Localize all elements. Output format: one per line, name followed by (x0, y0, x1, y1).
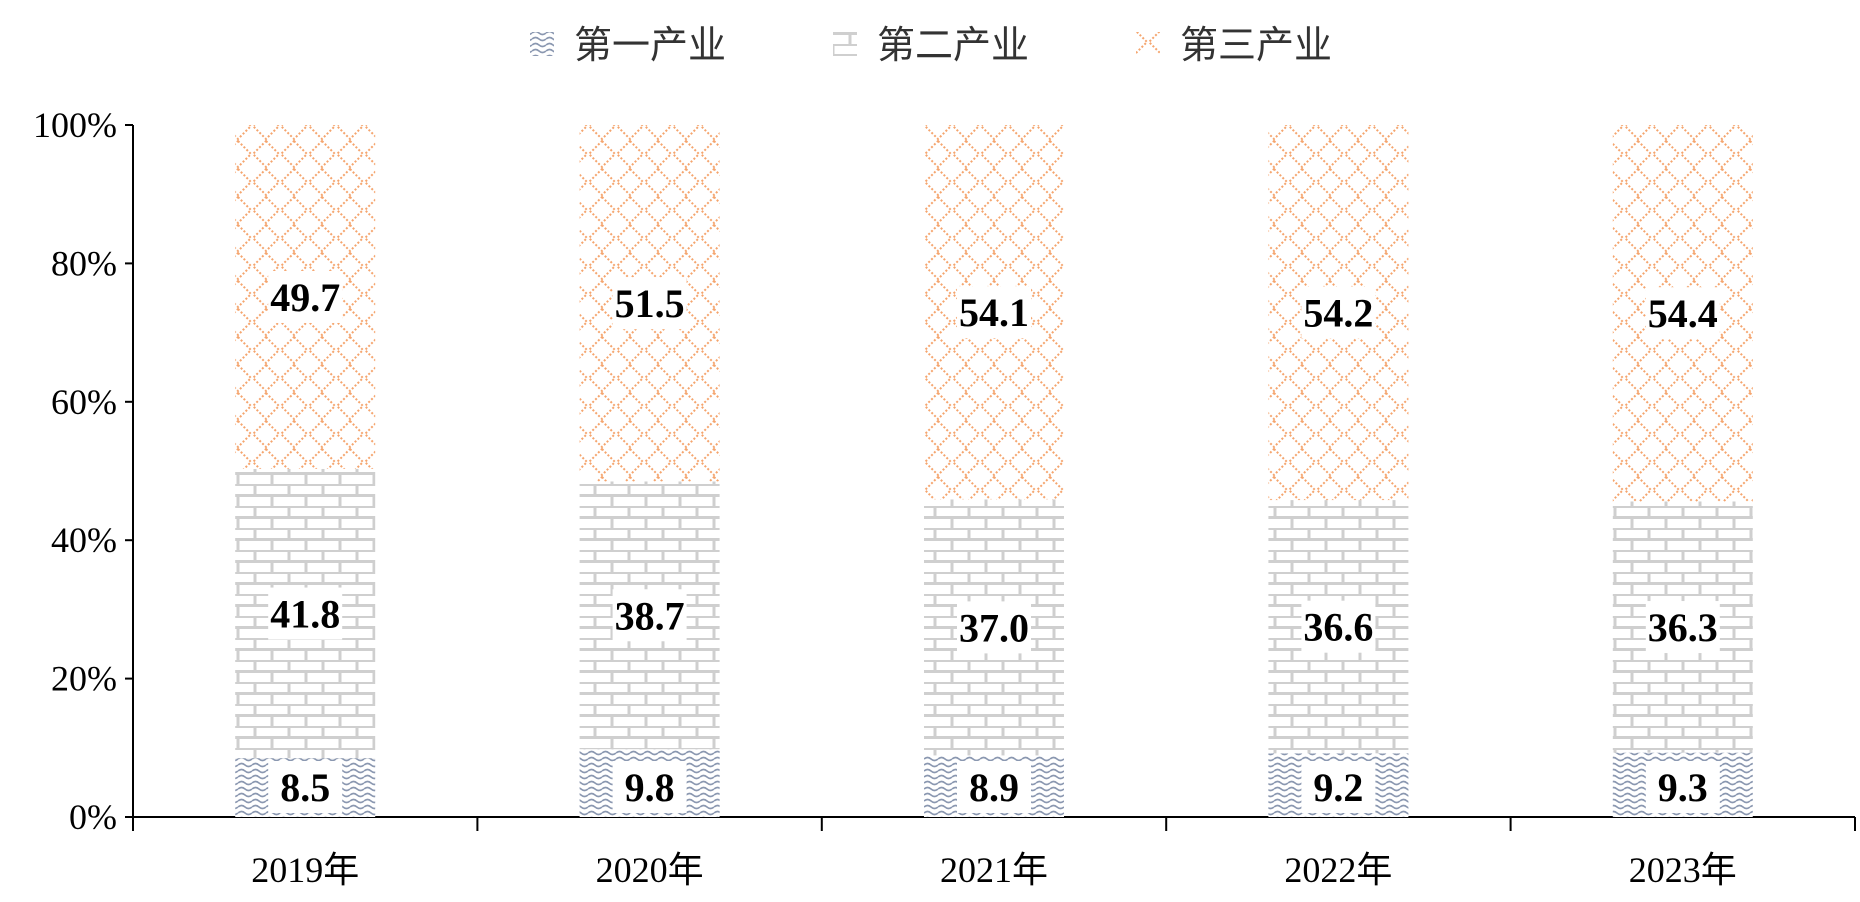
data-label-bg (1301, 286, 1376, 339)
y-tick-label: 80% (51, 243, 117, 283)
data-label-bg (612, 761, 687, 813)
legend-swatch (833, 32, 857, 56)
y-tick-label: 60% (51, 382, 117, 422)
x-tick-label: 2021年 (940, 850, 1048, 890)
y-tick-label: 0% (69, 797, 117, 837)
data-label: 49.7 (270, 275, 340, 320)
legend-swatch (1136, 32, 1160, 56)
x-tick-label: 2019年 (251, 850, 359, 890)
y-tick-label: 20% (51, 659, 117, 699)
data-label: 54.4 (1648, 291, 1718, 336)
data-label: 9.3 (1658, 765, 1708, 810)
data-label: 8.5 (280, 765, 330, 810)
legend-label: 第三产业 (1180, 23, 1332, 67)
x-axis: 2019年 2020年 2021年 2022年 2023年 (132, 816, 1856, 890)
data-label: 9.2 (1313, 765, 1363, 810)
data-label: 8.9 (969, 765, 1019, 810)
data-label-bg (957, 601, 1031, 654)
data-label: 36.6 (1303, 605, 1373, 650)
data-label-bg (1645, 601, 1720, 654)
legend-label: 第二产业 (877, 23, 1029, 67)
legend: 第一产业 第二产业 第三产业 (530, 23, 1332, 67)
y-tick-label: 100% (33, 105, 117, 145)
y-axis: 0% 20% 40% 60% 80% 100% (33, 105, 134, 837)
data-label-bg (268, 761, 343, 813)
data-label-bg (1645, 761, 1720, 813)
data-label: 51.5 (615, 281, 685, 326)
bars-group (235, 125, 1753, 817)
data-label: 36.3 (1648, 605, 1718, 650)
data-label-bg (612, 277, 687, 330)
data-label-bg (957, 761, 1031, 813)
data-label-bg (268, 587, 343, 640)
data-label: 41.8 (270, 592, 340, 637)
data-label: 54.2 (1303, 291, 1373, 336)
x-tick-label: 2022年 (1284, 850, 1392, 890)
data-label: 38.7 (615, 593, 685, 638)
data-labels-group: 8.5 41.8 49.7 9.8 38.7 51.5 8.9 37.0 54.1 9.2 36.6… (268, 270, 1720, 813)
data-label-bg (1301, 600, 1376, 653)
data-label-bg (957, 286, 1031, 339)
data-label: 37.0 (959, 605, 1029, 650)
legend-swatch (530, 32, 554, 56)
data-label-bg (268, 270, 343, 323)
data-label-bg (1645, 287, 1720, 340)
x-tick-label: 2020年 (596, 850, 704, 890)
data-label: 9.8 (625, 765, 675, 810)
x-tick-label: 2023年 (1629, 850, 1737, 890)
data-label-bg (1301, 761, 1376, 813)
y-tick-label: 40% (51, 520, 117, 560)
legend-label: 第一产业 (574, 23, 726, 67)
data-label: 54.1 (959, 290, 1029, 335)
data-label-bg (612, 589, 687, 642)
